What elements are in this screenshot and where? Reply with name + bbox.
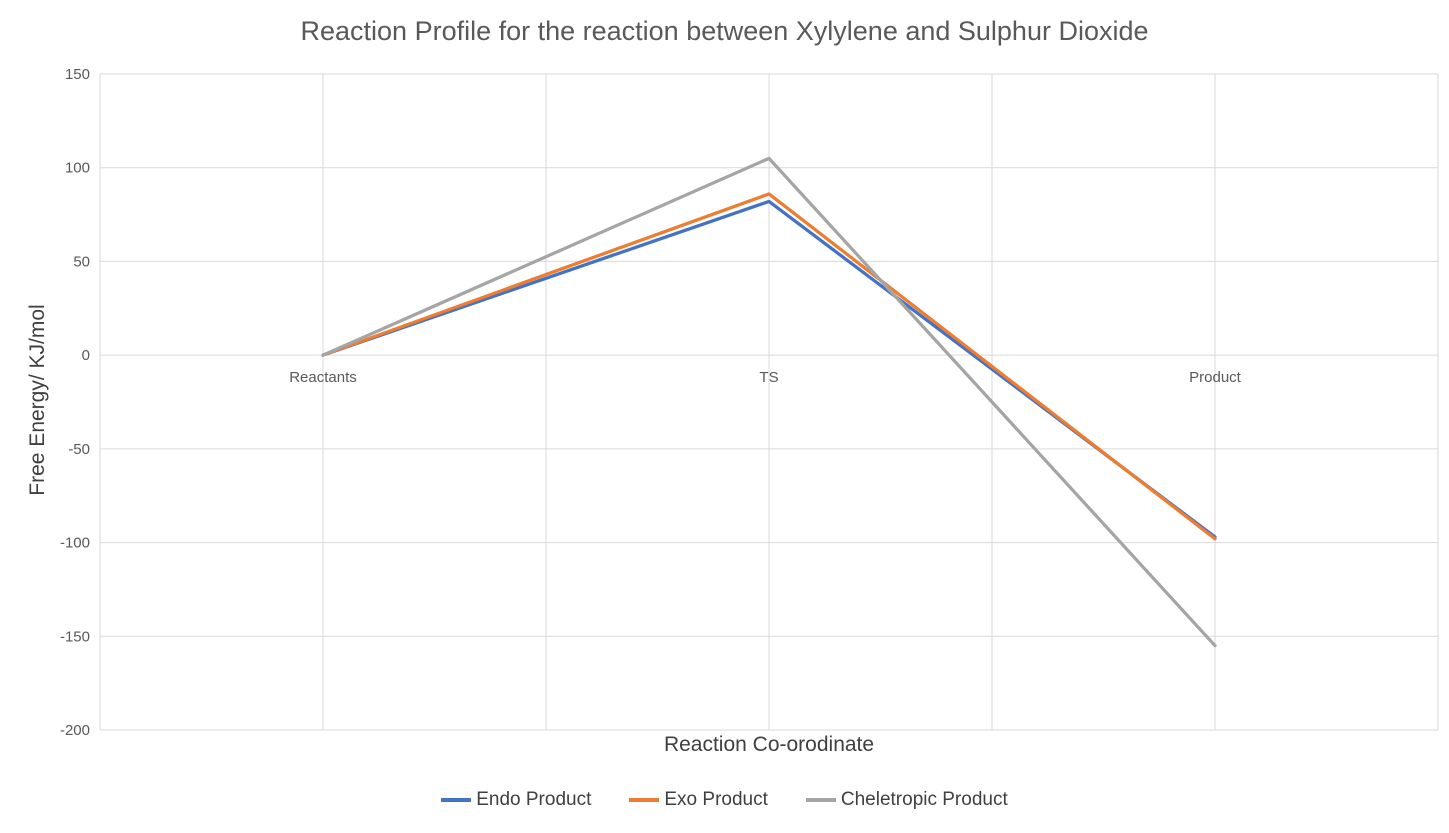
legend-swatch-exo-product [629,798,660,802]
y-tick-label: 100 [65,160,90,177]
y-axis-title: Free Energy/ KJ/mol [26,304,49,496]
chart-title: Reaction Profile for the reaction betwee… [300,16,1149,46]
y-tick-label: 50 [73,253,90,270]
series-line-cheletropic-product [321,156,1217,648]
legend-item-exo-product: Exo Product [629,789,768,811]
x-category-label: Product [1189,369,1242,386]
y-tick-label: -150 [60,628,90,645]
y-tick-label: 150 [65,66,90,83]
legend-label-endo-product: Endo Product [476,789,592,810]
legend-swatch-cheletropic-product [805,798,836,802]
y-tick-label: -50 [68,441,90,458]
legend-item-endo-product: Endo Product [441,789,591,811]
legend-label-exo-product: Exo Product [664,789,768,810]
legend-swatch-endo-product [441,798,472,802]
x-category-label: Reactants [289,369,357,386]
y-tick-label: -100 [60,535,90,552]
legend: Endo Product Exo Product Cheletropic Pro… [0,789,1449,811]
x-category-label: TS [759,369,778,386]
y-tick-label: 0 [82,347,90,364]
x-axis-title: Reaction Co-orodinate [663,733,875,756]
legend-item-cheletropic-product: Cheletropic Product [805,789,1008,811]
y-tick-label: -200 [60,722,90,739]
series-line-exo-product [321,192,1217,541]
legend-label-cheletropic-product: Cheletropic Product [840,789,1008,810]
